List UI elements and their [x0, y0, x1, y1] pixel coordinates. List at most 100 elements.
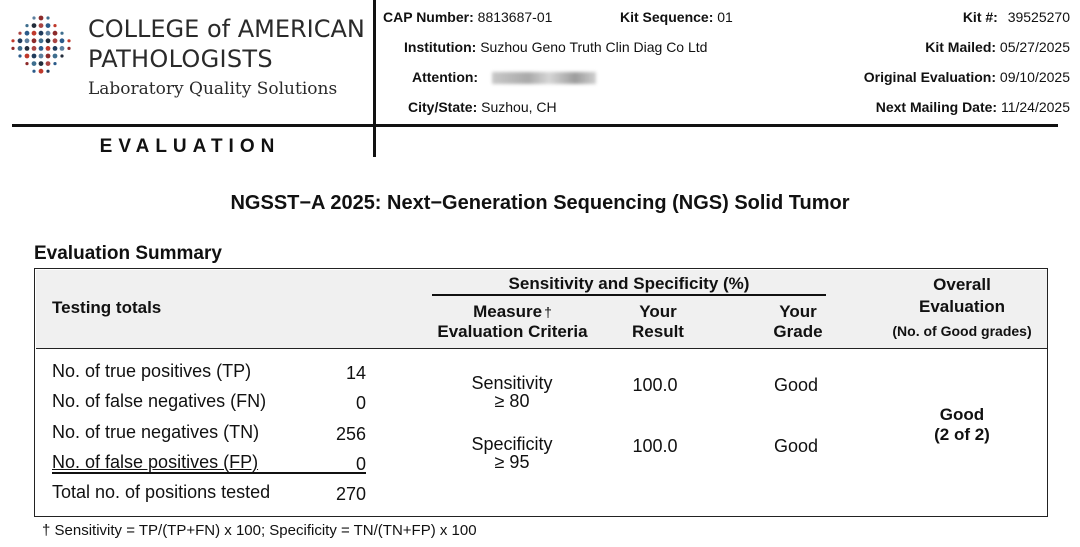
- logo-dot: [31, 23, 37, 28]
- page-title: NGSST−A 2025: Next−Generation Sequencing…: [230, 192, 850, 214]
- measure-criteria: ≥ 95: [494, 452, 530, 472]
- logo-dot: [24, 30, 30, 36]
- logo-dot: [53, 62, 57, 66]
- logo-dot: [45, 38, 51, 44]
- kit-number-field: Kit #: 39525270: [963, 8, 1070, 26]
- col-overall-evaluation: Overall Evaluation (No. of Good grades): [872, 274, 1052, 343]
- sensitivity-result: 100.0: [632, 375, 678, 395]
- next-mailing-value: 11/24/2025: [1000, 99, 1070, 115]
- original-evaluation-field: Original Evaluation: 09/10/2025: [864, 68, 1070, 86]
- document-type-label: EVALUATION: [99, 136, 281, 157]
- logo-tagline: Laboratory Quality Solutions: [88, 79, 338, 99]
- logo-dot: [24, 46, 30, 51]
- logo-dot: [24, 53, 30, 59]
- logo-dot: [52, 38, 58, 44]
- kit-number-label: Kit #:: [962, 9, 998, 25]
- header-horizontal-divider: [12, 124, 1058, 127]
- next-mailing-label: Next Mailing Date:: [875, 99, 998, 115]
- logo-dot: [52, 30, 58, 36]
- kit-mailed-label: Kit Mailed:: [925, 39, 997, 55]
- logo-dot: [17, 46, 23, 51]
- kit-sequence-field: Kit Sequence: 01: [620, 8, 733, 26]
- logo-dot: [38, 53, 44, 59]
- specificity-result: 100.0: [632, 436, 678, 456]
- attention-label: Attention:: [412, 69, 479, 85]
- col-measure: Measure † Evaluation Criteria: [425, 302, 600, 342]
- logo-dot: [31, 30, 37, 36]
- logo-dot: [38, 38, 44, 44]
- logo-dot: [60, 54, 64, 58]
- logo-line-1: COLLEGE of AMERICAN: [88, 15, 365, 43]
- header-vertical-divider: [373, 0, 376, 157]
- col-result-line1: Your: [639, 302, 677, 321]
- total-value: 256: [335, 424, 366, 444]
- total-label: No. of false negatives (FN): [52, 391, 267, 411]
- logo-dot: [46, 16, 50, 20]
- measure-name: Sensitivity: [471, 373, 553, 393]
- total-label: No. of true positives (TP): [52, 361, 252, 381]
- table-row: No. of true positives (TP): [52, 360, 251, 382]
- city-state-label: City/State:: [408, 99, 478, 115]
- group-header-underline: [432, 294, 826, 296]
- logo-dot: [38, 15, 44, 21]
- logo-dot: [32, 16, 36, 20]
- logo-dot: [25, 24, 29, 28]
- sensitivity-grade: Good: [773, 375, 819, 395]
- logo-dot: [31, 61, 37, 66]
- logo-dot: [38, 68, 44, 74]
- logo-line-2: PATHOLOGISTS: [88, 45, 273, 73]
- table-row: No. of false negatives (FN): [52, 390, 266, 412]
- logo-dot: [53, 24, 57, 28]
- logo-dot: [17, 38, 23, 44]
- table-row: No. of false positives (FP): [52, 451, 258, 473]
- col-grade-line2: Grade: [773, 322, 823, 341]
- kit-number-value: 39525270: [1007, 9, 1070, 25]
- logo-dot: [11, 46, 15, 51]
- logo-dot: [52, 46, 58, 51]
- cap-logo-icon: [11, 15, 71, 74]
- logo-dot: [31, 53, 37, 59]
- logo-dot: [38, 23, 44, 28]
- logo-dot: [45, 46, 51, 51]
- logo-dot: [59, 38, 65, 44]
- dagger-mark: †: [544, 304, 552, 320]
- logo-dot: [18, 31, 22, 35]
- institution-value: Suzhou Geno Truth Clin Diag Co Ltd: [480, 39, 708, 55]
- table-header-row: [35, 269, 1047, 349]
- col-measure-line2: Evaluation Criteria: [437, 322, 588, 341]
- total-value: 270: [335, 484, 366, 504]
- table-row: No. of true negatives (TN): [52, 421, 259, 443]
- kit-sequence-label: Kit Sequence:: [620, 9, 714, 25]
- col-testing-totals: Testing totals: [52, 298, 162, 317]
- measure-criteria: ≥ 80: [494, 391, 530, 411]
- section-title: Evaluation Summary: [34, 243, 222, 264]
- overall-count: (2 of 2): [934, 425, 990, 444]
- col-measure-line1: Measure: [473, 302, 543, 321]
- logo-dot: [52, 53, 58, 59]
- logo-dot: [31, 46, 37, 51]
- logo-dot: [45, 61, 51, 66]
- institution-label: Institution:: [404, 39, 477, 55]
- logo-dot: [59, 46, 65, 51]
- city-state-value: Suzhou, CH: [481, 99, 557, 115]
- cap-logo-text: COLLEGE of AMERICAN PATHOLOGISTS Laborat…: [88, 14, 378, 102]
- col-your-result: Your Result: [610, 302, 706, 342]
- institution-field: Institution: Suzhou Geno Truth Clin Diag…: [404, 38, 707, 56]
- col-grade-line1: Your: [779, 302, 817, 321]
- logo-dot: [11, 39, 15, 43]
- attention-redacted-value: [491, 72, 596, 85]
- col-overall-line3: (No. of Good grades): [892, 323, 1032, 339]
- overall-evaluation-result: Good (2 of 2): [872, 405, 1052, 445]
- logo-dot: [38, 46, 44, 51]
- total-value: 0: [355, 393, 366, 413]
- original-evaluation-label: Original Evaluation:: [863, 69, 997, 85]
- logo-dot: [46, 69, 50, 73]
- evaluation-summary-table: [34, 268, 1048, 517]
- city-state-field: City/State: Suzhou, CH: [408, 98, 557, 116]
- total-label: No. of true negatives (TN): [52, 422, 260, 442]
- logo-dot: [24, 38, 30, 44]
- cap-number-label: CAP Number:: [383, 9, 474, 25]
- logo-dot: [45, 23, 51, 28]
- measure-name: Specificity: [471, 434, 553, 454]
- col-your-grade: Your Grade: [750, 302, 846, 342]
